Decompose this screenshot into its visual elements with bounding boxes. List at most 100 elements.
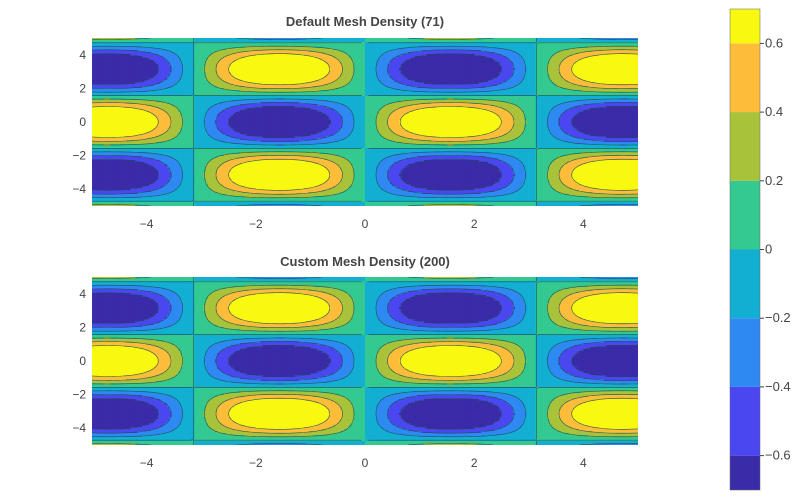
contour-cell	[105, 60, 109, 63]
contour-cell	[278, 60, 282, 63]
contour-cell	[483, 70, 487, 73]
contour-cell	[94, 56, 98, 59]
contour-cell	[203, 48, 207, 51]
contour-cell	[173, 66, 177, 69]
contour-cell	[117, 40, 120, 43]
contour-cell	[292, 64, 296, 67]
contour-cell	[187, 54, 191, 57]
contour-cell	[633, 66, 637, 69]
contour-cell	[289, 72, 293, 75]
contour-cell	[451, 40, 455, 43]
contour-cell	[105, 74, 109, 77]
contour-cell	[624, 54, 628, 57]
contour-cell	[467, 54, 471, 57]
contour-cell	[137, 48, 141, 51]
contour-cell	[446, 54, 450, 57]
contour-cell	[101, 50, 104, 53]
contour-cell	[517, 54, 521, 57]
contour-cell	[126, 44, 130, 47]
contour-cell	[92, 68, 95, 71]
contour-cell	[96, 70, 100, 73]
contour-cell	[551, 46, 555, 49]
contour-cell	[258, 60, 261, 63]
contour-cell	[321, 54, 325, 57]
contour-cell	[126, 70, 130, 73]
contour-cell	[446, 58, 450, 61]
contour-cell	[540, 64, 544, 67]
contour-cell	[608, 70, 612, 73]
contour-cell	[496, 50, 500, 53]
contour-cell	[176, 46, 180, 49]
contour-cell	[424, 70, 428, 73]
contour-cell	[248, 58, 252, 61]
contour-cell	[130, 50, 134, 53]
contour-cell	[424, 50, 428, 53]
contour-cell	[506, 44, 509, 47]
contour-cell	[519, 58, 523, 61]
contour-cell	[246, 44, 250, 47]
contour-cell	[121, 64, 125, 67]
contour-cell	[437, 54, 441, 57]
contour-cell	[565, 50, 569, 53]
contour-cell	[417, 46, 421, 49]
contour-cell	[369, 46, 373, 49]
contour-cell	[374, 64, 377, 67]
contour-cell	[367, 42, 371, 45]
contour-cell	[349, 42, 352, 45]
contour-cell	[255, 72, 259, 75]
contour-cell	[185, 54, 189, 57]
contour-cell	[153, 54, 157, 57]
contour-cell	[244, 54, 248, 57]
contour-cell	[235, 62, 239, 65]
contour-cell	[449, 48, 453, 51]
contour-cell	[462, 62, 466, 65]
contour-cell	[221, 42, 225, 45]
contour-cell	[128, 40, 132, 43]
contour-cell	[292, 74, 296, 77]
contour-cell	[205, 46, 209, 49]
contour-cell	[371, 74, 375, 77]
contour-cell	[233, 74, 236, 77]
contour-cell	[478, 56, 482, 59]
contour-cell	[210, 66, 214, 69]
contour-cell	[597, 46, 600, 49]
contour-cell	[321, 68, 325, 71]
contour-cell	[296, 66, 300, 69]
contour-cell	[487, 60, 491, 63]
contour-cell	[244, 58, 248, 61]
contour-cell	[260, 64, 264, 67]
contour-cell	[144, 50, 148, 53]
contour-cell	[169, 64, 173, 67]
contour-cell	[110, 46, 114, 49]
contour-cell	[242, 66, 246, 69]
contour-cell	[551, 72, 555, 75]
contour-cell	[633, 52, 637, 55]
contour-cell	[442, 54, 446, 57]
contour-cell	[567, 38, 571, 41]
contour-cell	[599, 64, 603, 67]
contour-cell	[262, 64, 266, 67]
contour-cell	[105, 68, 109, 71]
contour-cell	[553, 60, 557, 63]
contour-cell	[287, 72, 291, 75]
contour-cell	[274, 60, 277, 63]
contour-cell	[597, 70, 600, 73]
contour-cell	[567, 54, 571, 57]
contour-cell	[515, 46, 519, 49]
contour-cell	[535, 58, 539, 61]
contour-cell	[622, 50, 625, 53]
contour-cell	[622, 64, 625, 67]
contour-cell	[633, 68, 637, 71]
contour-cell	[187, 74, 191, 77]
contour-cell	[478, 52, 482, 55]
contour-cell	[396, 50, 400, 53]
contour-cell	[242, 52, 246, 55]
contour-cell	[198, 54, 202, 57]
contour-cell	[533, 52, 537, 55]
contour-cell	[205, 62, 209, 65]
contour-cell	[622, 52, 625, 55]
contour-cell	[562, 64, 566, 67]
contour-cell	[212, 50, 216, 53]
contour-cell	[385, 56, 389, 59]
contour-cell	[515, 48, 519, 51]
